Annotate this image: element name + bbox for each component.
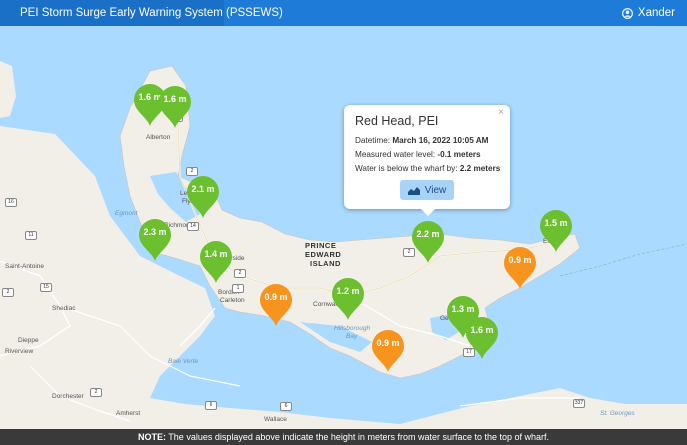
road-shield: 1 [232,284,244,293]
note-text: The values displayed above indicate the … [165,432,550,442]
marker-label: 1.5 m [544,218,568,228]
marker-label: 2.1 m [191,184,215,194]
popup-level-row: Measured water level: -0.1 meters [355,150,481,159]
footer-note: NOTE: The values displayed above indicat… [0,429,687,445]
station-marker[interactable]: 1.2 m [331,277,365,321]
road-shield: 15 [40,283,52,292]
view-button[interactable]: View [400,180,454,200]
station-marker[interactable]: 1.3 m [446,295,480,339]
marker-label: 1.4 m [204,249,228,259]
note-label: NOTE: [137,432,166,442]
basemap [0,26,687,429]
place-label: Wallace [264,416,287,423]
station-marker[interactable]: 0.9 m [259,283,293,327]
road-shield: 337 [573,399,585,408]
map-pin-icon [372,330,404,372]
map-pin-icon [332,278,364,320]
place-label: St. Georges [600,410,635,417]
top-navbar: PEI Storm Surge Early Warning System (PS… [0,0,687,26]
place-label: EDWARD [305,250,342,259]
map-pin-icon [159,86,191,128]
station-marker[interactable]: 1.6 m [133,83,167,127]
road-shield: 2 [186,167,198,176]
map-pin-icon [447,296,479,338]
place-label: Bay [346,333,358,340]
map-pin-icon [134,84,166,126]
place-label: Egmont [115,210,138,217]
station-marker[interactable]: 2.1 m [186,175,220,219]
place-label: Richmond [164,222,194,229]
place-label: Dorchester [52,393,84,400]
map-view[interactable]: Alberton Lennox Isl. Flying Po. Egmont R… [0,26,687,429]
road-shield: 6 [205,401,217,410]
brand-link[interactable]: PEI Storm Surge Early Warning System (PS… [0,0,283,26]
view-button-label: View [424,184,447,196]
station-marker[interactable]: 1.6 m [465,316,499,360]
road-shield: 2 [2,288,14,297]
place-label: Carleton [220,297,245,304]
marker-label: 1.3 m [451,304,475,314]
road-shield: 17 [463,348,475,357]
area-chart-icon [407,186,420,195]
station-marker[interactable]: 1.6 m [158,85,192,129]
road-shield: 11 [25,231,37,240]
place-label: Alberton [146,134,171,141]
road-shield: 14 [187,222,199,231]
marker-label: 1.6 m [163,94,187,104]
station-marker[interactable]: 0.9 m [371,329,405,373]
user-circle-icon [621,7,633,19]
road-shield: 2 [90,388,102,397]
place-label: PRINCE [305,241,337,250]
road-shield: 16 [5,198,17,207]
user-menu[interactable]: Xander [621,0,675,26]
marker-label: 0.9 m [376,338,400,348]
place-label: Saint-Antoine [5,263,45,270]
place-label: Dieppe [18,337,39,344]
station-marker[interactable]: 1.5 m [539,209,573,253]
marker-label: 0.9 m [264,292,288,302]
map-pin-icon [139,219,171,261]
popup-close-button[interactable]: × [498,107,504,118]
map-pin-icon [504,247,536,289]
marker-label: 0.9 m [508,255,532,265]
road-shield: 2 [234,269,246,278]
road-shield: 2 [403,248,415,257]
map-pin-icon [540,210,572,252]
marker-label: 2.2 m [416,229,440,239]
place-label: Amherst [116,410,141,417]
place-label: Baie Verte [168,358,199,365]
popup-title: Red Head, PEI [355,114,439,128]
place-label: Shediac [52,305,76,312]
station-popup: × Red Head, PEI Datetime: March 16, 2022… [344,105,510,216]
place-label: Riverview [5,348,34,355]
station-marker[interactable]: 0.9 m [503,246,537,290]
road-shield: 6 [280,402,292,411]
marker-label: 1.2 m [336,286,360,296]
map-pin-icon [200,241,232,283]
marker-label: 1.6 m [138,92,162,102]
place-label: ISLAND [310,259,341,268]
place-label: Borden- [218,289,242,296]
user-name: Xander [637,7,675,19]
station-marker[interactable]: 2.2 m [411,220,445,264]
station-marker[interactable]: 1.4 m [199,240,233,284]
map-pin-icon [260,284,292,326]
popup-wharf-row: Water is below the wharf by: 2.2 meters [355,164,501,173]
app-title: PEI Storm Surge Early Warning System (PS… [20,7,283,19]
marker-label: 2.3 m [143,227,167,237]
place-label: Hillsborough [334,325,371,332]
map-pin-icon [412,221,444,263]
map-pin-icon [466,317,498,359]
popup-datetime-row: Datetime: March 16, 2022 10:05 AM [355,136,489,145]
place-label: Cornwall [313,301,339,308]
map-pin-icon [187,176,219,218]
marker-label: 1.6 m [470,325,494,335]
station-marker[interactable]: 2.3 m [138,218,172,262]
